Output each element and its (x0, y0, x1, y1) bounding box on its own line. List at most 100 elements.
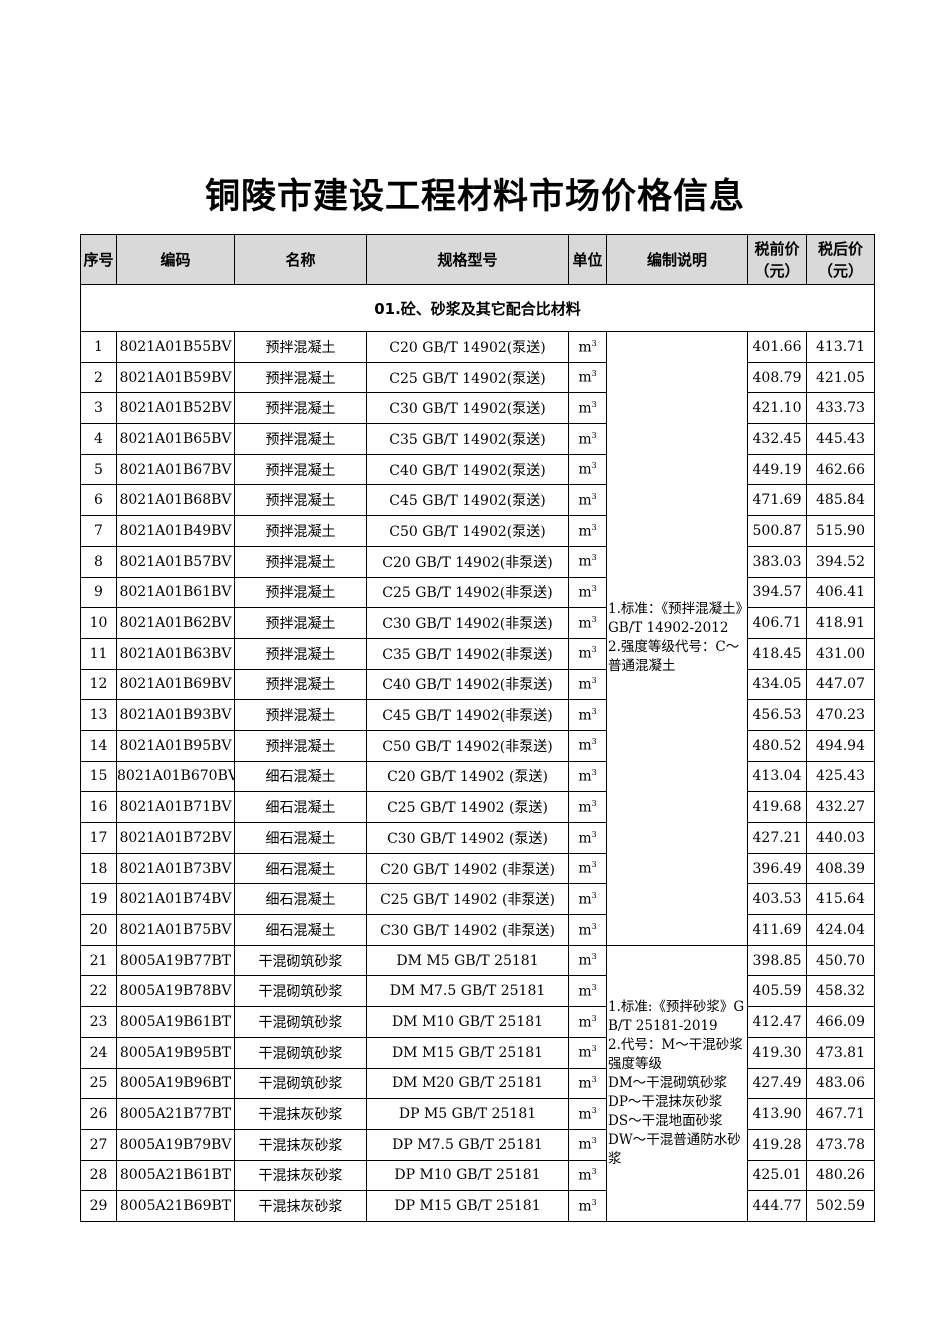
row-posttax-price: 433.73 (806, 392, 875, 425)
row-spec: DM M15 GB/T 25181 (366, 1036, 569, 1069)
row-name: 预拌混凝土 (234, 331, 367, 363)
row-spec: DP M15 GB/T 25181 (366, 1190, 569, 1222)
row-name: 细石混凝土 (234, 914, 367, 946)
table-row: 17 8021A01B72BV 细石混凝土 C30 GB/T 14902 (泵送) m3… (80, 822, 875, 854)
row-unit: m3 (568, 1159, 607, 1192)
row-unit: m3 (568, 453, 607, 486)
row-unit: m3 (568, 668, 607, 701)
row-unit: m3 (568, 1067, 607, 1100)
row-index: 4 (80, 423, 117, 455)
row-index: 15 (80, 760, 117, 793)
row-code: 8021A01B73BV (116, 852, 235, 885)
row-unit: m3 (568, 576, 607, 609)
row-posttax-price: 440.03 (806, 822, 875, 854)
row-pretax-price: 394.57 (747, 576, 807, 609)
row-name: 预拌混凝土 (234, 729, 367, 762)
row-code: 8021A01B71BV (116, 791, 235, 823)
row-pretax-price: 419.68 (747, 791, 807, 823)
row-index: 26 (80, 1098, 117, 1130)
row-index: 13 (80, 699, 117, 731)
row-unit: m3 (568, 1006, 607, 1038)
row-index: 3 (80, 392, 117, 425)
row-unit: m3 (568, 883, 607, 916)
row-code: 8021A01B49BV (116, 515, 235, 547)
row-code: 8005A21B61BT (116, 1159, 235, 1192)
row-pretax-price: 413.04 (747, 760, 807, 793)
table-row: 5 8021A01B67BV 预拌混凝土 C40 GB/T 14902(泵送) m3 44… (80, 453, 875, 486)
row-spec: DM M10 GB/T 25181 (366, 1006, 569, 1038)
row-code: 8005A19B95BT (116, 1036, 235, 1069)
table-row: 20 8021A01B75BV 细石混凝土 C30 GB/T 14902 (非泵送) m… (80, 914, 875, 946)
row-spec: C20 GB/T 14902(泵送) (366, 331, 569, 363)
row-index: 11 (80, 637, 117, 670)
row-posttax-price: 418.91 (806, 607, 875, 639)
row-name: 预拌混凝土 (234, 668, 367, 701)
row-unit: m3 (568, 944, 607, 977)
row-code: 8021A01B57BV (116, 545, 235, 578)
row-pretax-price: 419.28 (747, 1128, 807, 1161)
row-spec: DP M7.5 GB/T 25181 (366, 1128, 569, 1161)
section-title: 01.砼、砂浆及其它配合比材料 (80, 284, 875, 332)
row-name: 预拌混凝土 (234, 576, 367, 609)
row-posttax-price: 413.71 (806, 331, 875, 363)
table-row: 13 8021A01B93BV 预拌混凝土 C45 GB/T 14902(非泵送) m3… (80, 699, 875, 731)
row-pretax-price: 408.79 (747, 361, 807, 394)
row-spec: C25 GB/T 14902(泵送) (366, 361, 569, 394)
row-code: 8021A01B670BV (116, 760, 235, 793)
row-index: 19 (80, 883, 117, 916)
row-code: 8021A01B61BV (116, 576, 235, 609)
row-unit: m3 (568, 545, 607, 578)
row-unit: m3 (568, 392, 607, 425)
table-row: 8 8021A01B57BV 预拌混凝土 C20 GB/T 14902(非泵送) m3 3… (80, 545, 875, 578)
row-index: 10 (80, 607, 117, 639)
row-unit: m3 (568, 361, 607, 394)
row-posttax-price: 450.70 (806, 944, 875, 977)
row-posttax-price: 415.64 (806, 883, 875, 916)
row-code: 8021A01B62BV (116, 607, 235, 639)
row-pretax-price: 471.69 (747, 484, 807, 517)
row-pretax-price: 425.01 (747, 1159, 807, 1192)
row-unit: m3 (568, 729, 607, 762)
row-pretax-price: 396.49 (747, 852, 807, 885)
row-unit: m3 (568, 1036, 607, 1069)
row-name: 干混抹灰砂浆 (234, 1128, 367, 1161)
table-row: 2 8021A01B59BV 预拌混凝土 C25 GB/T 14902(泵送) m3 40… (80, 361, 875, 394)
table-row: 10 8021A01B62BV 预拌混凝土 C30 GB/T 14902(非泵送) m3… (80, 607, 875, 639)
header-spec: 规格型号 (366, 234, 569, 285)
row-code: 8005A21B69BT (116, 1190, 235, 1222)
row-pretax-price: 383.03 (747, 545, 807, 578)
row-name: 干混抹灰砂浆 (234, 1190, 367, 1222)
row-pretax-price: 434.05 (747, 668, 807, 701)
header-index: 序号 (80, 234, 117, 285)
row-name: 干混砌筑砂浆 (234, 1006, 367, 1038)
row-index: 9 (80, 576, 117, 609)
row-pretax-price: 411.69 (747, 914, 807, 946)
table-row: 27 8005A19B79BV 干混抹灰砂浆 DP M7.5 GB/T 25181 m3… (80, 1128, 875, 1161)
row-spec: C35 GB/T 14902(泵送) (366, 423, 569, 455)
row-code: 8021A01B75BV (116, 914, 235, 946)
page-title: 铜陵市建设工程材料市场价格信息 (204, 176, 745, 217)
row-index: 2 (80, 361, 117, 394)
row-name: 干混砌筑砂浆 (234, 975, 367, 1008)
row-name: 预拌混凝土 (234, 545, 367, 578)
row-posttax-price: 421.05 (806, 361, 875, 394)
row-posttax-price: 406.41 (806, 576, 875, 609)
row-posttax-price: 458.32 (806, 975, 875, 1008)
row-code: 8021A01B72BV (116, 822, 235, 854)
row-index: 27 (80, 1128, 117, 1161)
row-posttax-price: 432.27 (806, 791, 875, 823)
row-name: 干混砌筑砂浆 (234, 944, 367, 977)
row-notes: 1.标准：《预拌混凝土》GB/T 14902-2012 2.强度等级代号：C～普… (606, 331, 748, 946)
row-posttax-price: 480.26 (806, 1159, 875, 1192)
table-row: 21 8005A19B77BT 干混砌筑砂浆 DM M5 GB/T 25181 m3 1.… (80, 944, 875, 1222)
row-code: 8021A01B65BV (116, 423, 235, 455)
row-pretax-price: 427.21 (747, 822, 807, 854)
row-spec: C25 GB/T 14902 (非泵送) (366, 883, 569, 916)
row-code: 8005A19B77BT (116, 944, 235, 977)
row-spec: C20 GB/T 14902 (非泵送) (366, 852, 569, 885)
table-row: 3 8021A01B52BV 预拌混凝土 C30 GB/T 14902(泵送) m3 42… (80, 392, 875, 425)
row-name: 预拌混凝土 (234, 453, 367, 486)
table-row: 9 8021A01B61BV 预拌混凝土 C25 GB/T 14902(非泵送) m3 3… (80, 576, 875, 609)
row-pretax-price: 432.45 (747, 423, 807, 455)
row-spec: DM M5 GB/T 25181 (366, 944, 569, 977)
